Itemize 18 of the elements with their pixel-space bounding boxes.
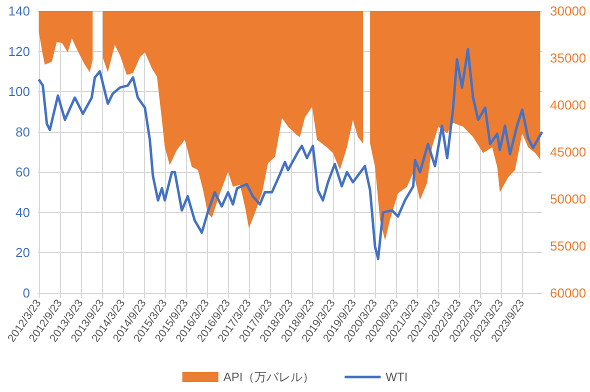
y-tick-label: 140 [8,4,30,18]
y-tick-label: 40 [16,204,30,220]
y2-tick-label: 45000 [550,144,586,160]
y-tick-label: 80 [16,124,30,140]
y2-tick-label: 50000 [550,192,586,206]
y-tick-label: 20 [16,245,30,260]
y-tick-label: 120 [8,44,30,59]
legend-label: API（万バレル） [223,370,315,384]
line-series [38,48,544,260]
y-tick-label: 0 [22,286,30,300]
y2-tick-label: 35000 [550,50,586,66]
y2-tick-label: 30000 [550,4,586,18]
legend-label: WTI [386,370,408,384]
y-tick-label: 60 [16,164,30,180]
y2-tick-label: 40000 [550,98,586,112]
y2-tick-label: 55000 [550,238,586,254]
y2-tick-label: 60000 [550,286,586,300]
y-tick-label: 100 [8,84,30,100]
